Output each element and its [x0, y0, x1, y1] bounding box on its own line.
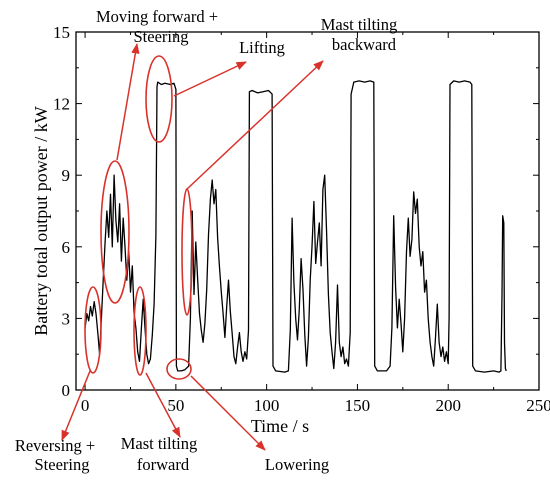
y-tick-label: 12 [53, 95, 70, 114]
lowering-ellipse [166, 358, 192, 380]
y-tick-label: 6 [62, 238, 71, 257]
x-tick-label: 250 [526, 396, 550, 415]
y-tick-label: 9 [62, 166, 71, 185]
reversing-label-line: Steering [35, 455, 90, 474]
tilt-back-label-line: backward [332, 35, 397, 54]
lifting-label-line: Lifting [239, 38, 285, 57]
lifting-arrow [173, 61, 247, 97]
axis-ticks: 0 50 100 150 200 250 0 3 6 9 12 15 [53, 23, 550, 415]
power-line [84, 80, 507, 373]
lifting-ellipse [145, 55, 173, 143]
lowering-label-line: Lowering [265, 455, 329, 474]
reversing-ellipse [84, 286, 102, 374]
annotation-ellipses [84, 55, 193, 380]
forward-ellipse [100, 160, 130, 304]
forward-label-line: Moving forward + [96, 7, 218, 26]
tilt-forward-label-line: Mast tilting [121, 434, 198, 453]
tilt-forward-arrow [145, 372, 181, 438]
x-tick-label: 100 [254, 396, 280, 415]
reversing-label-line: Reversing + [15, 436, 95, 455]
tilt-forward-label-line: forward [137, 455, 190, 474]
y-tick-label: 0 [62, 381, 71, 400]
x-tick-label: 150 [345, 396, 371, 415]
x-axis-title: Time / s [251, 416, 309, 436]
tilt-back-arrow [185, 60, 324, 191]
annotation-arrows [61, 42, 324, 451]
tilt-back-ellipse [181, 188, 193, 316]
x-tick-label: 50 [167, 396, 184, 415]
y-tick-label: 3 [62, 309, 71, 328]
forward-label-line: Steering [134, 27, 189, 46]
y-tick-label: 15 [53, 23, 70, 42]
lowering-arrow [190, 375, 266, 451]
y-axis-title: Battery total output power / kW [31, 106, 51, 335]
x-tick-label: 0 [81, 396, 90, 415]
tilt-forward-ellipse [133, 286, 147, 376]
forward-arrow [116, 42, 140, 161]
reversing-arrow [61, 370, 91, 441]
x-tick-label: 200 [435, 396, 461, 415]
data-series [84, 80, 507, 373]
tilt-back-label-line: Mast tilting [321, 15, 398, 34]
